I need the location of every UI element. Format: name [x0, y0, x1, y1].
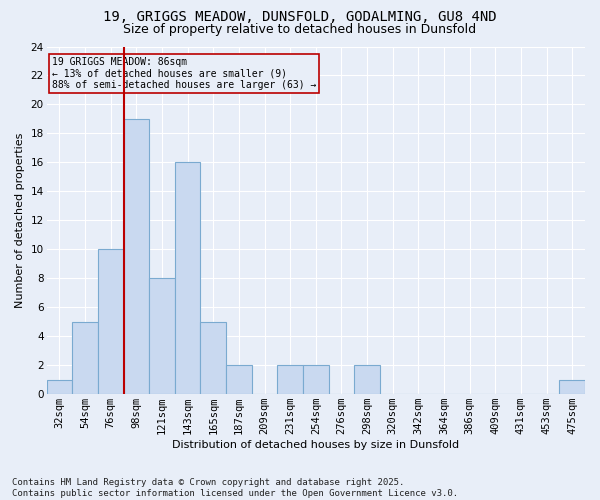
- Bar: [303, 365, 329, 394]
- Bar: [72, 322, 98, 394]
- Bar: [226, 365, 251, 394]
- Bar: [149, 278, 175, 394]
- X-axis label: Distribution of detached houses by size in Dunsfold: Distribution of detached houses by size …: [172, 440, 460, 450]
- Y-axis label: Number of detached properties: Number of detached properties: [15, 132, 25, 308]
- Bar: [175, 162, 200, 394]
- Bar: [277, 365, 303, 394]
- Text: 19 GRIGGS MEADOW: 86sqm
← 13% of detached houses are smaller (9)
88% of semi-det: 19 GRIGGS MEADOW: 86sqm ← 13% of detache…: [52, 57, 316, 90]
- Text: Size of property relative to detached houses in Dunsfold: Size of property relative to detached ho…: [124, 22, 476, 36]
- Bar: [124, 119, 149, 394]
- Bar: [47, 380, 72, 394]
- Text: 19, GRIGGS MEADOW, DUNSFOLD, GODALMING, GU8 4ND: 19, GRIGGS MEADOW, DUNSFOLD, GODALMING, …: [103, 10, 497, 24]
- Bar: [200, 322, 226, 394]
- Bar: [98, 250, 124, 394]
- Bar: [559, 380, 585, 394]
- Bar: [354, 365, 380, 394]
- Text: Contains HM Land Registry data © Crown copyright and database right 2025.
Contai: Contains HM Land Registry data © Crown c…: [12, 478, 458, 498]
